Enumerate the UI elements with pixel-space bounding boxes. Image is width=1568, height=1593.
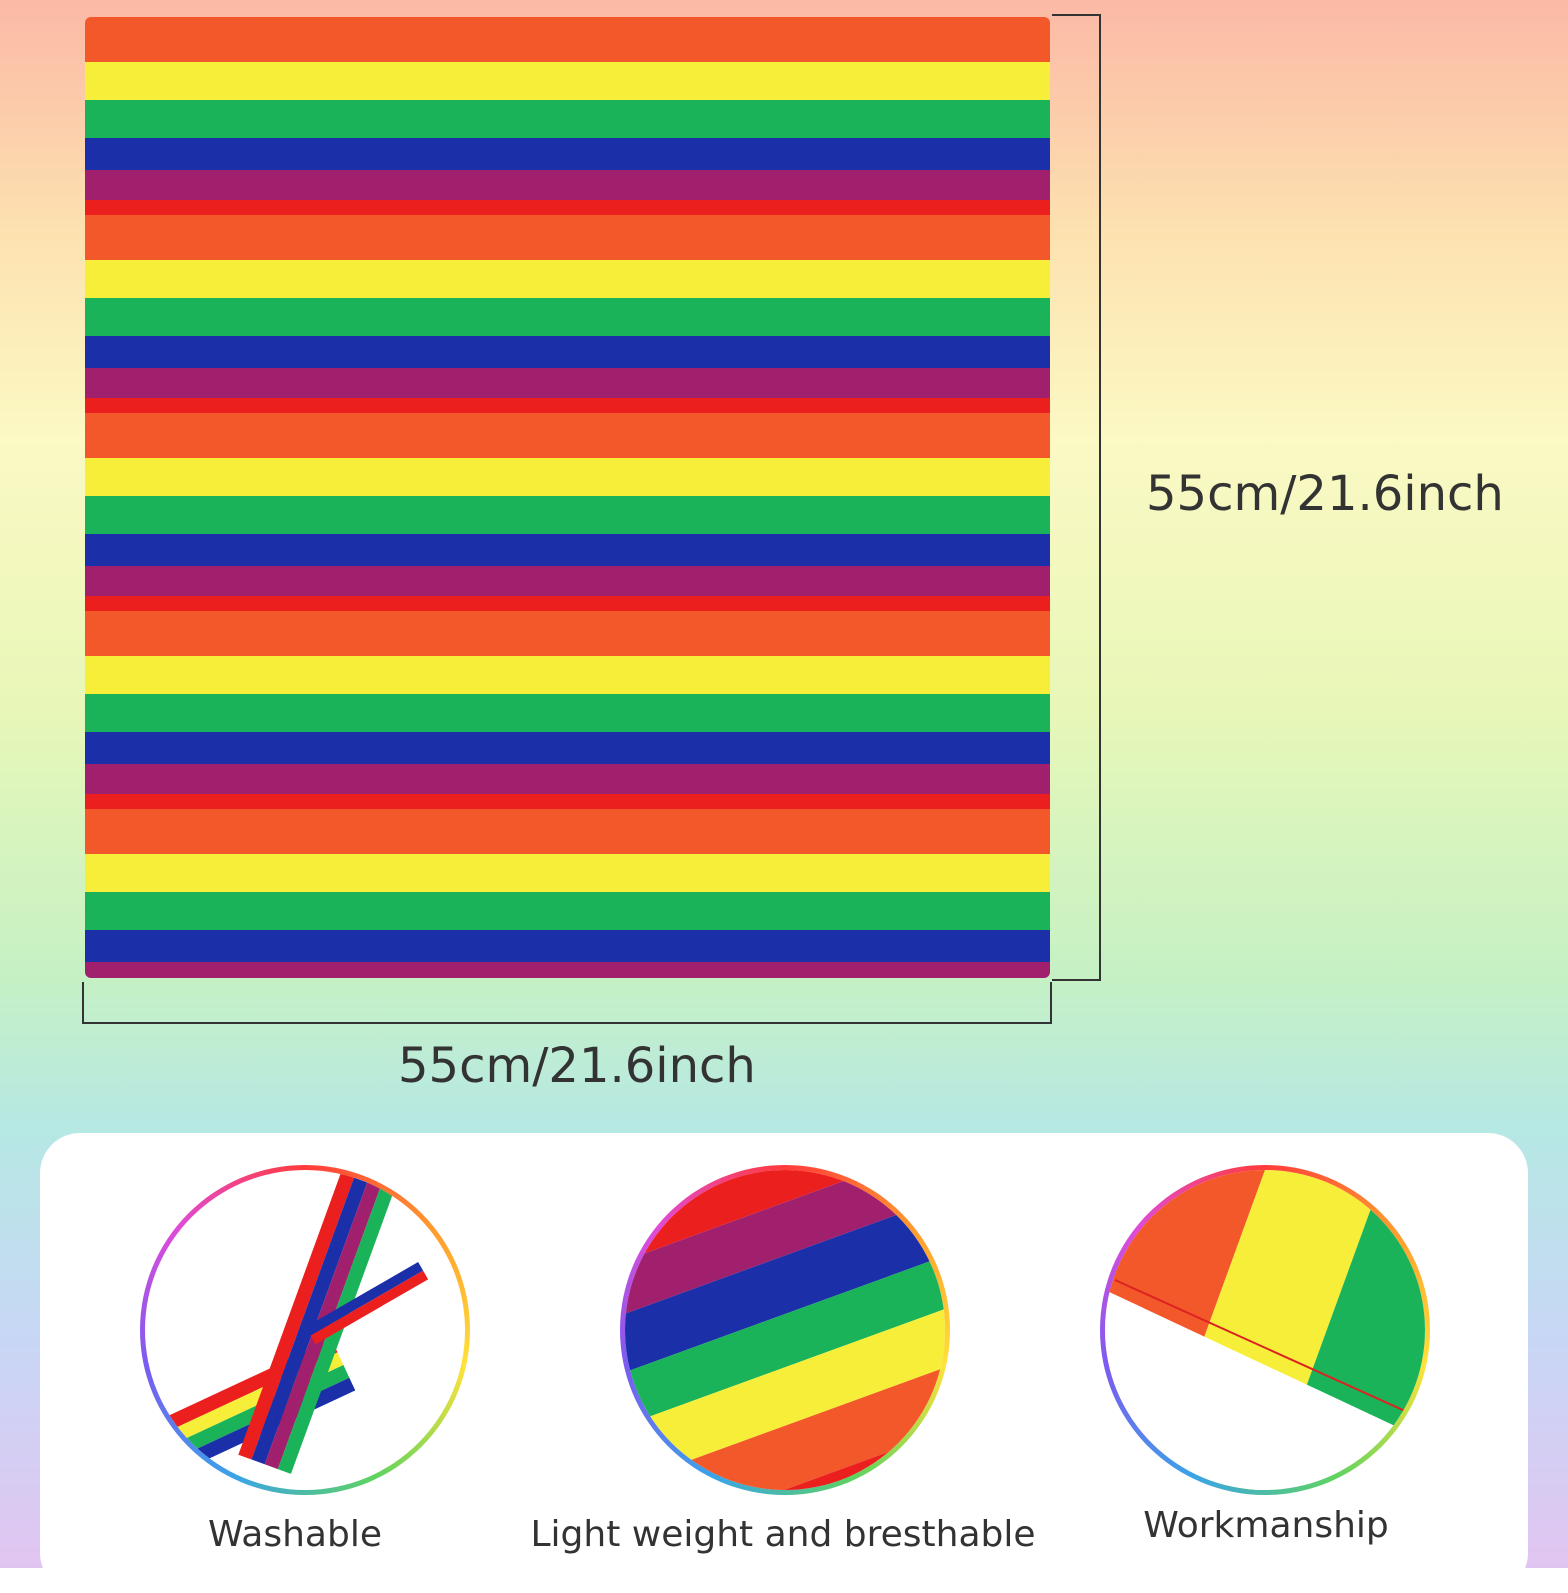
bandana [85, 17, 1050, 978]
feature-image [620, 1165, 950, 1495]
hem-closeup [1105, 1170, 1425, 1490]
feature-caption: Workmanship [1143, 1505, 1389, 1546]
height-bracket [1052, 14, 1101, 981]
feature-caption: Washable [208, 1514, 382, 1555]
fabric-closeup [625, 1170, 945, 1490]
height-label: 55cm/21.6inch [1146, 466, 1504, 522]
width-label: 55cm/21.6inch [398, 1038, 756, 1094]
feature-image [1100, 1165, 1430, 1495]
feature-image [140, 1165, 470, 1495]
feature-caption: Light weight and bresthable [530, 1514, 1036, 1555]
knot-illustration [145, 1172, 429, 1484]
bandana-drawing [82, 14, 1101, 1024]
width-bracket [82, 982, 1052, 1024]
